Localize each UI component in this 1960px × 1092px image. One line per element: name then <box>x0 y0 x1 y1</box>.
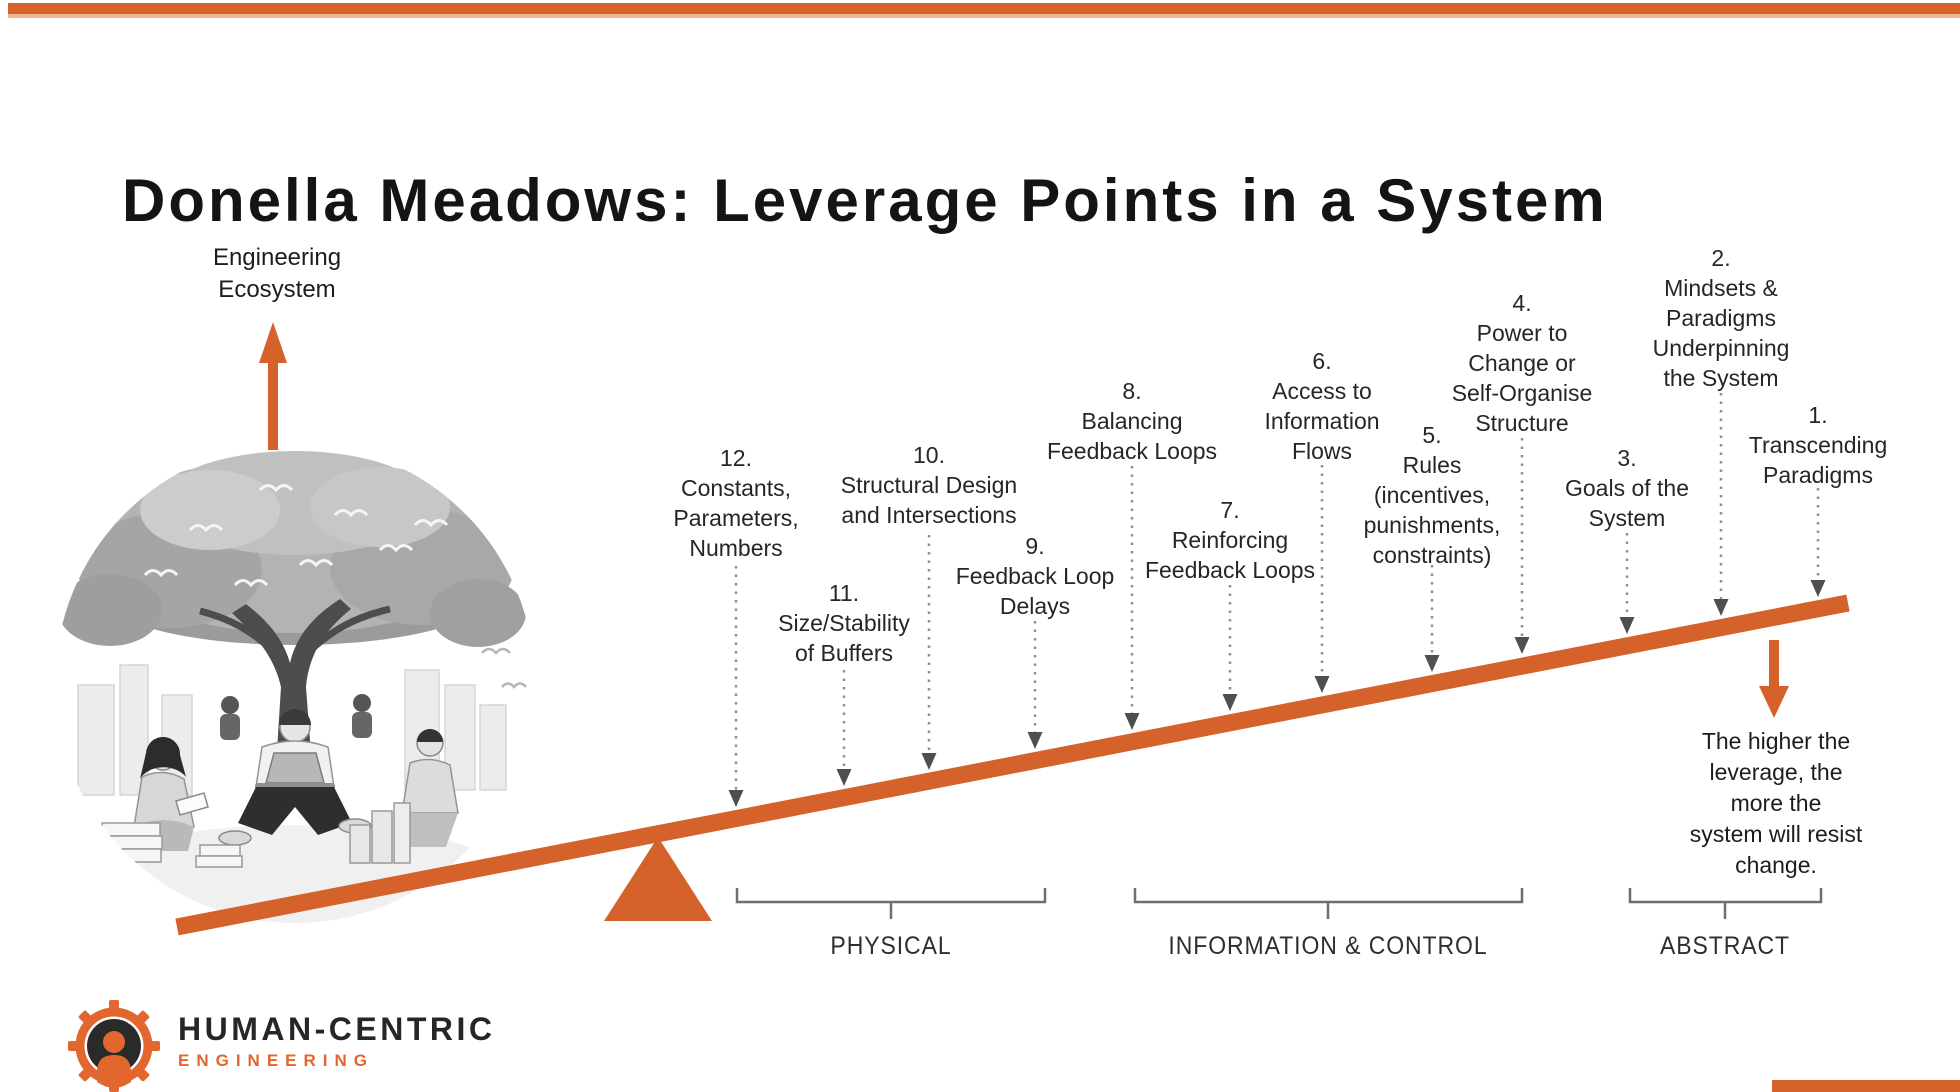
dotted-arrow-5 <box>1424 565 1440 672</box>
down-arrow-icon <box>1759 640 1789 718</box>
category-label-information-control: INFORMATION & CONTROL <box>1168 932 1488 960</box>
leverage-point-11: 11. Size/Stability of Buffers <box>778 578 910 668</box>
leverage-point-number: 11. <box>828 580 860 606</box>
leverage-point-5: 5. Rules (incentives, punishments, constr… <box>1364 420 1501 570</box>
leverage-point-label: Structural Design and Intersections <box>840 472 1018 528</box>
birds-flying-icons <box>481 647 527 689</box>
logo-subtitle: ENGINEERING <box>178 1051 375 1070</box>
bracket-physical <box>735 888 1047 919</box>
dotted-arrow-6 <box>1314 465 1330 693</box>
leverage-point-label: Feedback Loop Delays <box>955 563 1115 619</box>
dotted-arrow-11 <box>836 670 852 786</box>
leverage-point-number: 4. <box>1512 290 1532 316</box>
leverage-point-12: 12. Constants, Parameters, Numbers <box>673 443 798 563</box>
leverage-point-9: 9. Feedback Loop Delays <box>956 531 1115 621</box>
leverage-point-8: 8. Balancing Feedback Loops <box>1047 376 1217 466</box>
background-figures <box>220 694 372 740</box>
leverage-point-label: Reinforcing Feedback Loops <box>1144 527 1316 583</box>
leverage-point-number: 5. <box>1422 422 1442 448</box>
fulcrum-triangle <box>604 837 712 921</box>
bracket-abstract <box>1628 888 1823 919</box>
category-label-physical: PHYSICAL <box>830 932 952 960</box>
leverage-point-label: Power to Change or Self-Organise Structu… <box>1451 320 1593 436</box>
leverage-point-label: Transcending Paradigms <box>1748 432 1888 488</box>
leverage-point-label: Rules (incentives, punishments, constrai… <box>1363 452 1501 568</box>
category-brackets <box>735 888 1823 919</box>
leverage-point-label: Balancing Feedback Loops <box>1046 408 1218 464</box>
book-stacks <box>97 802 411 868</box>
category-label-abstract: ABSTRACT <box>1659 932 1791 960</box>
leverage-point-number: 2. <box>1711 245 1731 271</box>
leverage-point-label: Size/Stability of Buffers <box>778 610 910 666</box>
leverage-point-6: 6. Access to Information Flows <box>1264 346 1379 466</box>
birds-icons <box>143 484 449 588</box>
page-title: Donella Meadows: Leverage Points in a Sy… <box>122 167 1608 235</box>
top-accent-bar-fade <box>8 14 1960 18</box>
bottom-accent-bar <box>1772 1080 1960 1092</box>
leverage-point-1: 1. Transcending Paradigms <box>1749 400 1888 490</box>
ecosystem-illustration <box>58 451 527 923</box>
leverage-point-number: 6. <box>1312 348 1332 374</box>
dotted-arrow-10 <box>921 535 937 770</box>
company-logo: HUMAN-CENTRIC ENGINEERING <box>68 1000 495 1092</box>
leverage-point-number: 10. <box>913 442 945 468</box>
dotted-arrow-3 <box>1619 533 1635 634</box>
dotted-arrow-12 <box>728 566 744 807</box>
leverage-point-number: 1. <box>1808 402 1828 428</box>
dotted-arrow-1 <box>1810 488 1826 597</box>
tree-branch-left <box>199 607 289 668</box>
leverage-point-number: 3. <box>1617 445 1637 471</box>
leverage-point-number: 9. <box>1025 533 1045 559</box>
leverage-point-number: 7. <box>1220 497 1240 523</box>
dotted-arrows <box>728 393 1826 807</box>
person-right <box>401 729 459 847</box>
ecosystem-label: Engineering Ecosystem <box>212 244 342 303</box>
bracket-information-control <box>1133 888 1524 919</box>
dotted-arrow-2 <box>1713 393 1729 616</box>
leverage-point-10: 10. Structural Design and Intersections <box>841 440 1017 530</box>
leverage-point-label: Goals of the System <box>1564 475 1690 531</box>
logo-name: HUMAN-CENTRIC <box>178 1011 496 1047</box>
dotted-arrow-9 <box>1027 621 1043 749</box>
dotted-arrow-8 <box>1124 466 1140 730</box>
leverage-point-2: 2. Mindsets & Paradigms Underpinning the … <box>1653 243 1790 393</box>
lever-beam <box>175 594 1850 936</box>
dotted-arrow-4 <box>1514 438 1530 654</box>
leverage-point-3: 3. Goals of the System <box>1565 443 1689 533</box>
leverage-point-number: 8. <box>1122 378 1142 404</box>
leverage-point-4: 4. Power to Change or Self-Organise Struc… <box>1452 288 1593 438</box>
dotted-arrow-7 <box>1222 585 1238 711</box>
person-laptop-center <box>218 709 372 846</box>
leverage-point-label: Constants, Parameters, Numbers <box>673 475 799 561</box>
leverage-point-label: Mindsets & Paradigms Underpinning the Sy… <box>1652 275 1790 391</box>
resistance-note: The higher the leverage, the more the sy… <box>1689 728 1863 878</box>
up-arrow-icon <box>259 322 287 450</box>
tree-branch-right <box>297 605 391 663</box>
top-accent-bar <box>8 3 1960 14</box>
leverage-point-7: 7. Reinforcing Feedback Loops <box>1145 495 1315 585</box>
leverage-point-label: Access to Information Flows <box>1264 378 1380 464</box>
leverage-point-number: 12. <box>720 445 752 471</box>
gear-person-icon <box>68 1000 160 1092</box>
